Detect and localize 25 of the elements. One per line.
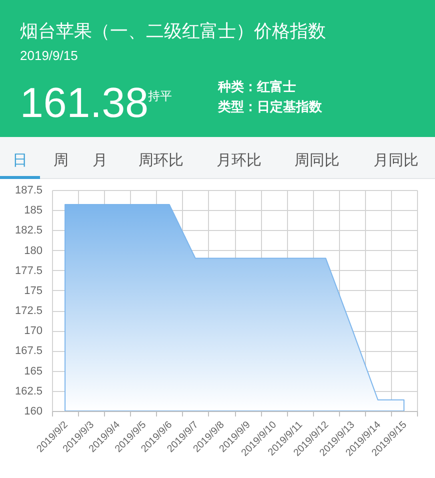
y-tick-label: 160 — [24, 406, 42, 418]
y-tick-label: 185 — [24, 204, 42, 217]
text: 周 — [54, 151, 68, 169]
text: 月 — [92, 151, 108, 169]
y-tick-label: 177.5 — [14, 264, 42, 277]
y-tick-label: 172.5 — [14, 305, 42, 318]
y-tick-label: 187.5 — [14, 184, 42, 196]
y-tick-label: 165 — [24, 365, 42, 378]
y-tick-label: 167.5 — [14, 345, 42, 358]
text: 月环比 — [216, 151, 262, 169]
y-tick-label: 180 — [24, 244, 42, 257]
chart-subtitle: 2019/9/15 — [20, 48, 78, 63]
text: 周环比 — [138, 151, 184, 169]
text: 161.38 — [20, 79, 148, 126]
y-tick-label: 162.5 — [14, 385, 42, 398]
chart-title: 烟台苹果（一、二级红富士）价格指数 — [20, 21, 326, 42]
text: 日 — [12, 151, 28, 169]
text: 类型：日定基指数 — [217, 99, 323, 115]
text: 种类：红富士 — [217, 79, 296, 95]
y-tick-label: 175 — [24, 284, 42, 297]
y-tick-label: 170 — [24, 325, 42, 338]
text: 周同比 — [294, 151, 340, 169]
y-tick-label: 182.5 — [14, 224, 42, 237]
text: 持平 — [148, 89, 172, 103]
text: 月同比 — [374, 151, 418, 169]
